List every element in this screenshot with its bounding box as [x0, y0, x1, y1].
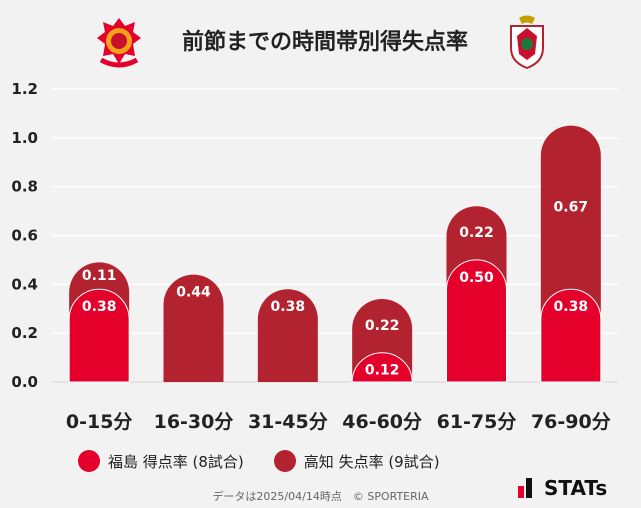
x-tick-label: 46-60分 — [342, 411, 422, 433]
stats-logo-icon — [518, 478, 532, 498]
y-tick-label: 0.0 — [11, 373, 38, 391]
bar-fukushima — [68, 288, 130, 383]
data-label-kochi: 0.11 — [82, 268, 117, 284]
brand-logo: STATs — [518, 476, 607, 500]
data-label-fukushima: 0.38 — [271, 299, 306, 315]
x-tick-label: 76-90分 — [531, 411, 611, 433]
y-tick-label: 0.2 — [11, 324, 38, 342]
data-label-kochi: 0.22 — [459, 225, 494, 241]
data-label-fukushima: 0.44 — [176, 285, 211, 301]
data-label-kochi: 0.22 — [365, 318, 400, 334]
x-tick-label: 0-15分 — [66, 411, 133, 433]
bar-fukushima — [163, 274, 224, 382]
bar-fukushima — [257, 289, 318, 382]
x-tick-label: 16-30分 — [154, 411, 234, 433]
brand-text: STATs — [544, 476, 608, 500]
legend-swatch-kochi — [273, 450, 296, 472]
legend-label-fukushima: 福島 得点率 (8試合) — [108, 452, 244, 471]
x-tick-label: 61-75分 — [437, 411, 517, 433]
y-tick-label: 0.4 — [11, 275, 38, 293]
data-label-fukushima: 0.38 — [82, 299, 117, 315]
data-label-kochi: 0.67 — [554, 199, 589, 215]
y-tick-label: 0.6 — [11, 227, 38, 245]
bar-fukushima — [446, 259, 507, 383]
y-tick-label: 1.2 — [11, 80, 38, 98]
header: 前節までの時間帯別得失点率 — [0, 0, 641, 80]
chart-title: 前節までの時間帯別得失点率 — [181, 30, 468, 55]
data-label-fukushima: 0.38 — [554, 299, 589, 315]
y-tick-label: 1.0 — [11, 129, 38, 147]
legend-label-kochi: 高知 失点率 (9試合) — [303, 452, 440, 471]
fukushima-united-crest-icon — [97, 18, 141, 68]
bar-fukushima — [540, 288, 602, 383]
chart: 0.0 0.2 0.4 0.6 0.8 1.0 1.2 0.11 0.38 0-15分 0.44 16… — [11, 80, 618, 433]
legend-item-kochi: 高知 失点率 (9試合) — [273, 450, 440, 472]
legend: 福島 得点率 (8試合) 高知 失点率 (9試合) — [78, 448, 470, 474]
y-tick-label: 0.8 — [11, 178, 38, 196]
x-tick-label: 31-45分 — [248, 411, 328, 433]
legend-item-fukushima: 福島 得点率 (8試合) — [78, 450, 244, 472]
data-label-fukushima: 0.50 — [459, 270, 494, 286]
footer-credit: データは2025/04/14時点 © SPORTERIA — [212, 490, 429, 503]
kochi-united-crest-icon — [510, 15, 544, 70]
bar-fukushima — [351, 352, 413, 383]
legend-swatch-fukushima — [78, 450, 100, 472]
data-label-fukushima: 0.12 — [365, 363, 400, 379]
